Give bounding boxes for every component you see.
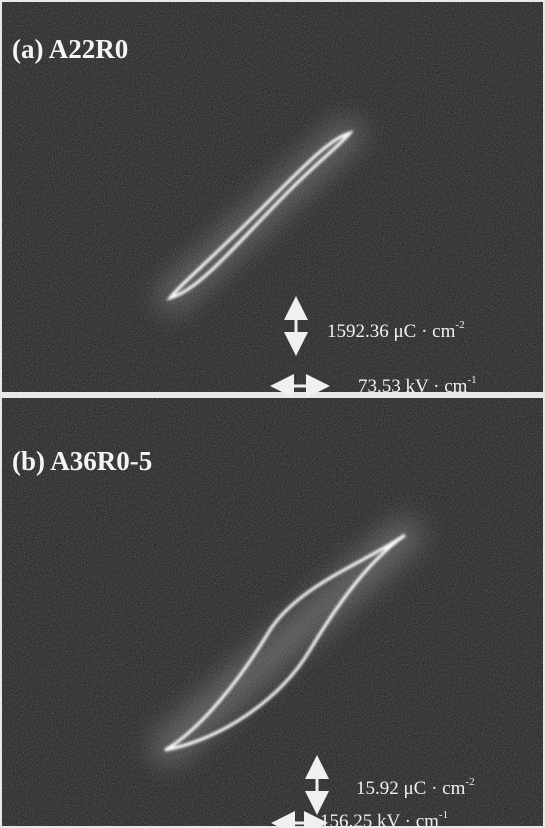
panel-b: (b) A36R0-5 15.92 μC · cm-2 156.25 kV · … <box>2 398 543 828</box>
panel-a: (a) A22R0 1592.36 μC · cm-2 73.53 kV · c… <box>2 2 543 397</box>
scale-y: 1592.36 μC · cm-2 <box>327 319 465 342</box>
scale-x: 73.53 kV · cm-1 <box>358 374 477 397</box>
scale-x: 156.25 kV · cm-1 <box>320 809 448 828</box>
panel-label: (b) A36R0-5 <box>12 446 152 476</box>
scale-y: 15.92 μC · cm-2 <box>356 776 475 799</box>
figure: (a) A22R0 1592.36 μC · cm-2 73.53 kV · c… <box>0 0 545 828</box>
panel-label: (a) A22R0 <box>12 34 128 64</box>
